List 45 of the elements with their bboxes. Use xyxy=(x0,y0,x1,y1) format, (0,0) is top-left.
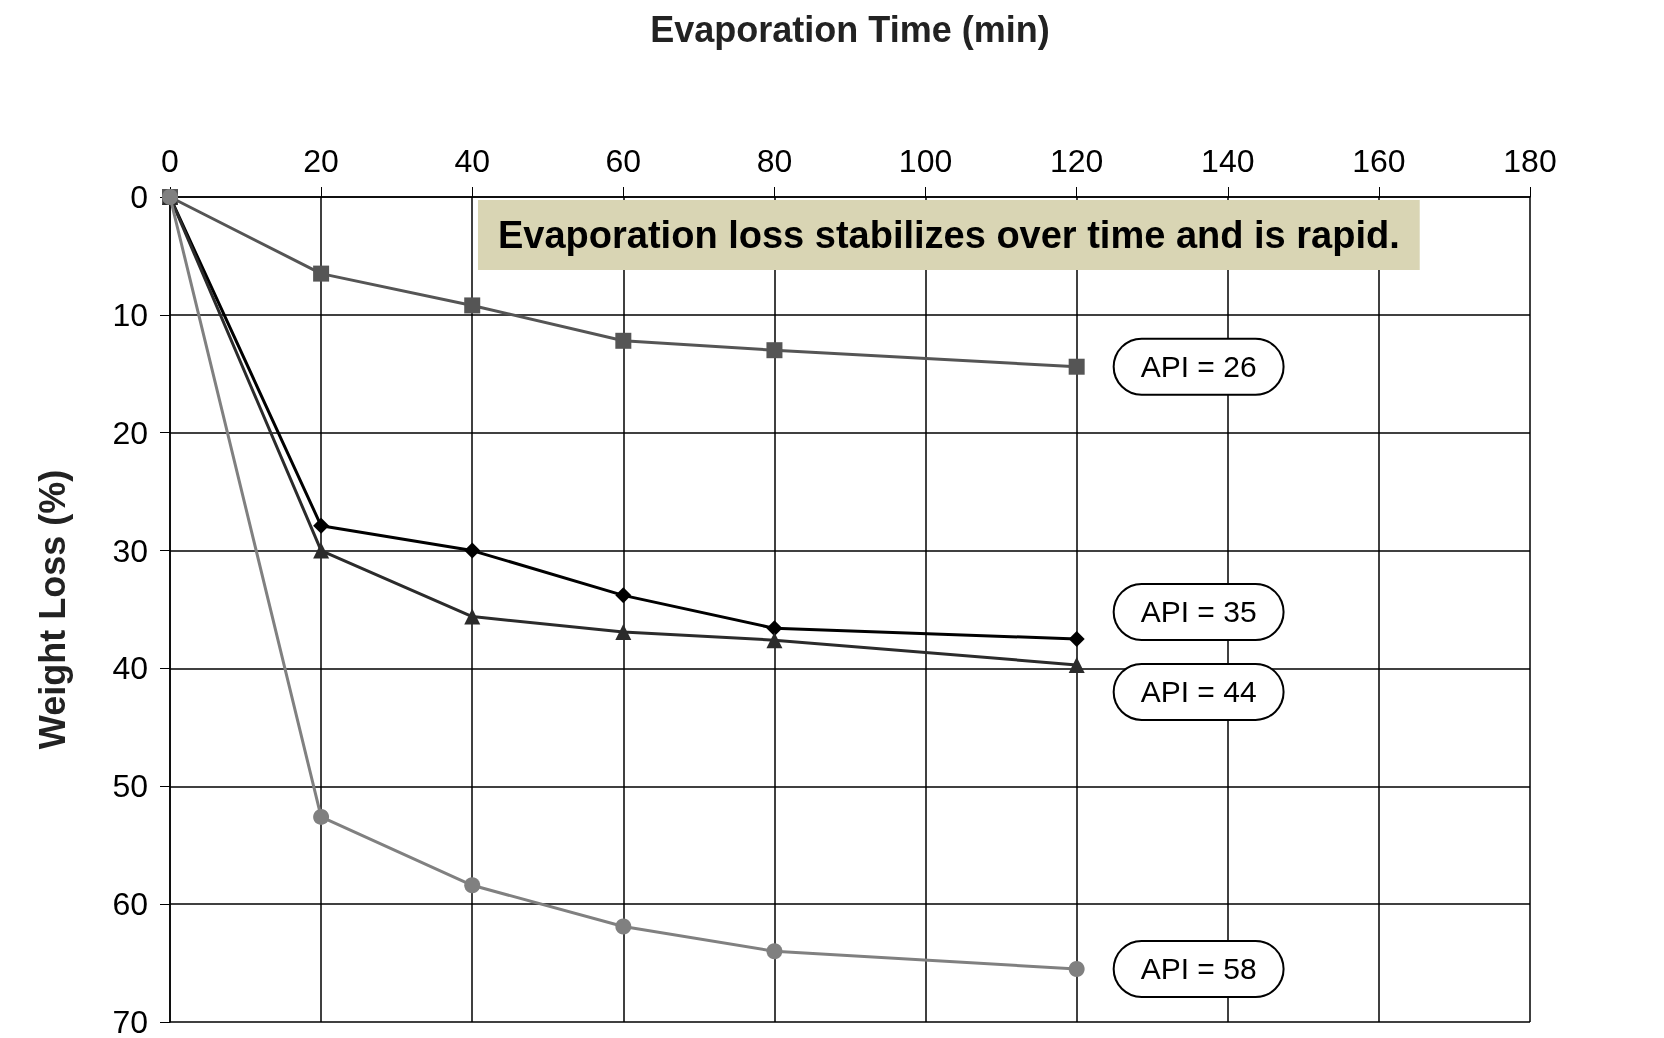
point xyxy=(1068,960,1085,977)
point xyxy=(1068,358,1085,375)
point xyxy=(464,542,481,559)
series-label: API = 35 xyxy=(1140,595,1257,629)
y-tick-label: 20 xyxy=(112,414,148,451)
x-tick-label: 80 xyxy=(756,143,793,179)
point xyxy=(464,297,481,314)
x-tick-label: 20 xyxy=(303,143,339,179)
x-axis-title: Evaporation Time (min) xyxy=(650,8,1050,50)
y-tick-label: 60 xyxy=(112,886,148,923)
point xyxy=(313,265,330,282)
point xyxy=(464,877,481,894)
x-tick-label: 120 xyxy=(1049,143,1104,179)
point xyxy=(766,620,783,637)
x-tick-label: 0 xyxy=(161,143,179,179)
y-tick-label: 0 xyxy=(130,179,148,215)
y-tick-label: 30 xyxy=(112,532,148,569)
point xyxy=(615,918,632,935)
y-axis-title: Weight Loss (%) xyxy=(31,469,73,750)
point xyxy=(1068,656,1085,673)
point xyxy=(313,542,330,559)
x-tick-label: 60 xyxy=(605,143,642,179)
y-tick-label: 70 xyxy=(112,1004,148,1038)
annotation: Evaporation loss stabilizes over time and is rapid. xyxy=(498,214,1400,256)
series-label: API = 44 xyxy=(1140,675,1257,709)
point xyxy=(1068,630,1085,647)
series-label: API = 26 xyxy=(1140,350,1257,384)
y-tick-label: 10 xyxy=(112,296,148,333)
y-tick-label: 40 xyxy=(112,650,148,687)
point xyxy=(766,943,783,960)
x-tick-label: 100 xyxy=(898,143,953,179)
point xyxy=(615,623,632,640)
point xyxy=(464,608,481,625)
point xyxy=(615,587,632,604)
series-label: API = 58 xyxy=(1140,952,1257,986)
point xyxy=(766,342,783,359)
point xyxy=(313,517,330,534)
point xyxy=(313,808,330,825)
x-tick-label: 40 xyxy=(454,143,491,179)
x-tick-label: 140 xyxy=(1201,143,1255,179)
point xyxy=(766,632,783,649)
point xyxy=(615,332,632,349)
y-tick-label: 50 xyxy=(112,768,148,805)
x-tick-label: 180 xyxy=(1503,143,1557,179)
x-tick-label: 160 xyxy=(1352,143,1406,179)
